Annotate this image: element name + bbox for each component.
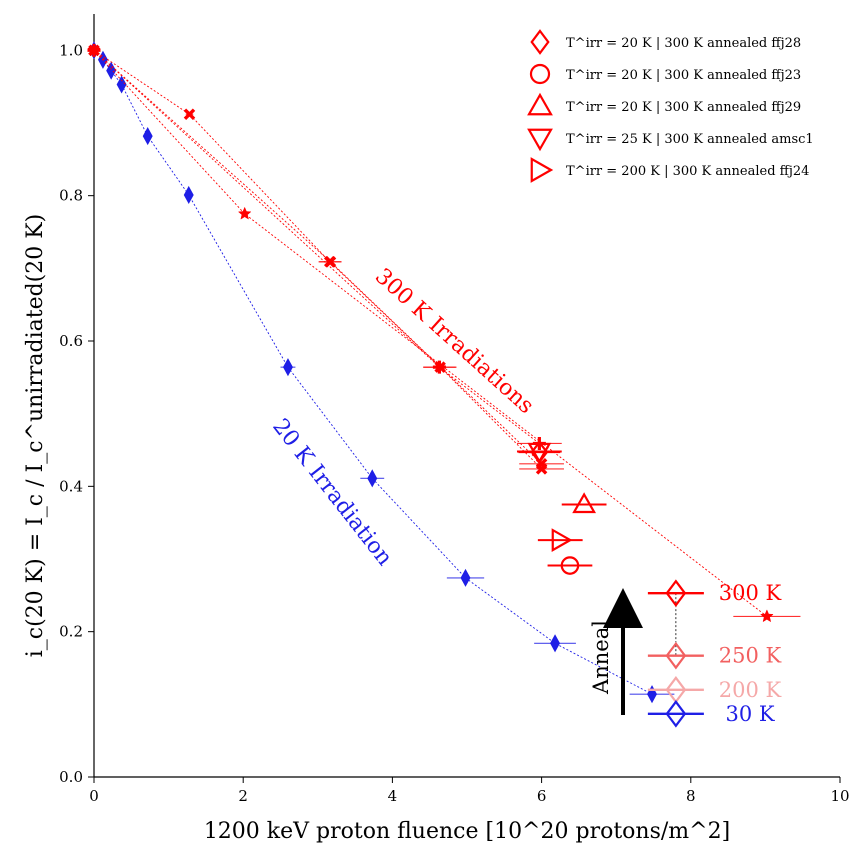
series-point — [183, 185, 194, 204]
inset-temp-label: 200 K — [719, 678, 782, 702]
y-tick-label: 0.6 — [59, 332, 83, 350]
series-point — [282, 358, 293, 377]
series-point — [367, 469, 378, 488]
inset-temp-label: 300 K — [719, 581, 782, 605]
legend-label: T^irr = 20 K | 300 K annealed ffj29 — [566, 100, 801, 115]
series-point — [183, 108, 196, 121]
legend-label: T^irr = 25 K | 300 K annealed amsc1 — [566, 132, 814, 147]
series-point — [237, 206, 252, 220]
points-layer — [516, 440, 607, 575]
y-tick-label: 0.2 — [59, 623, 83, 641]
x-tick-label: 4 — [388, 787, 398, 805]
series-point — [432, 360, 446, 374]
annealed-point — [560, 556, 580, 575]
x-tick-label: 6 — [537, 787, 547, 805]
annealed-point — [551, 528, 573, 553]
series-point — [550, 634, 560, 653]
inset-marker — [665, 641, 687, 670]
anneal-inset: 300 K 250 K 200 K30 K Anneal — [589, 579, 782, 728]
y-tick-label: 0.8 — [59, 187, 83, 205]
x-tick-label: 0 — [89, 787, 99, 805]
annealed-point — [572, 492, 597, 514]
series-point — [142, 127, 153, 146]
anneal-label: Anneal — [589, 620, 613, 695]
annotation-300k-irradiations: 300 K Irradiations — [370, 264, 538, 419]
y-tick-label: 0.4 — [59, 477, 83, 495]
legend-marker — [530, 29, 550, 55]
legend-label: T^irr = 20 K | 300 K annealed ffj23 — [566, 68, 801, 83]
series-line-1 — [93, 49, 542, 470]
legend-marker — [529, 63, 551, 85]
series-line-3 — [93, 50, 540, 444]
inset-marker — [665, 579, 687, 607]
series-line-4 — [93, 49, 542, 465]
annealed-point — [527, 442, 552, 464]
series-point — [324, 256, 337, 268]
series-point — [116, 75, 127, 94]
inset-temp-label: 250 K — [719, 644, 782, 668]
axes: 0 2 4 6 8 10 0.0 0.2 0.4 0.6 0.8 1.0 1200 keV proton… — [23, 14, 850, 844]
legend-label: T^irr = 20 K | 300 K annealed ffj28 — [566, 36, 801, 51]
y-tick-label: 0.0 — [59, 768, 83, 786]
series-point — [106, 61, 117, 80]
series-point — [88, 44, 100, 57]
x-tick-label: 2 — [238, 787, 248, 805]
y-axis-label: i_c(20 K) = I_c / I_c^unirradiated(20 K) — [23, 214, 48, 658]
series-point — [760, 609, 774, 623]
series-point — [647, 685, 657, 704]
legend-marker — [530, 157, 554, 183]
x-tick-label: 10 — [830, 787, 849, 805]
legend-label: T^irr = 200 K | 300 K annealed ffj24 — [566, 164, 809, 179]
x-axis-label: 1200 keV proton fluence [10^20 protons/m… — [204, 819, 730, 844]
y-tick-label: 1.0 — [59, 41, 83, 59]
series-line-2 — [93, 50, 768, 617]
legend-marker — [527, 92, 553, 116]
inset-temp-label: 30 K — [725, 702, 774, 726]
x-tick-label: 8 — [686, 787, 696, 805]
series-point — [460, 568, 471, 587]
annotation-20k-irradiation: 20 K Irradiation — [267, 414, 397, 570]
inset-marker — [665, 699, 687, 728]
legend-marker — [527, 128, 553, 152]
legend: T^irr = 20 K | 300 K annealed ffj28 T^irr… — [527, 29, 814, 183]
